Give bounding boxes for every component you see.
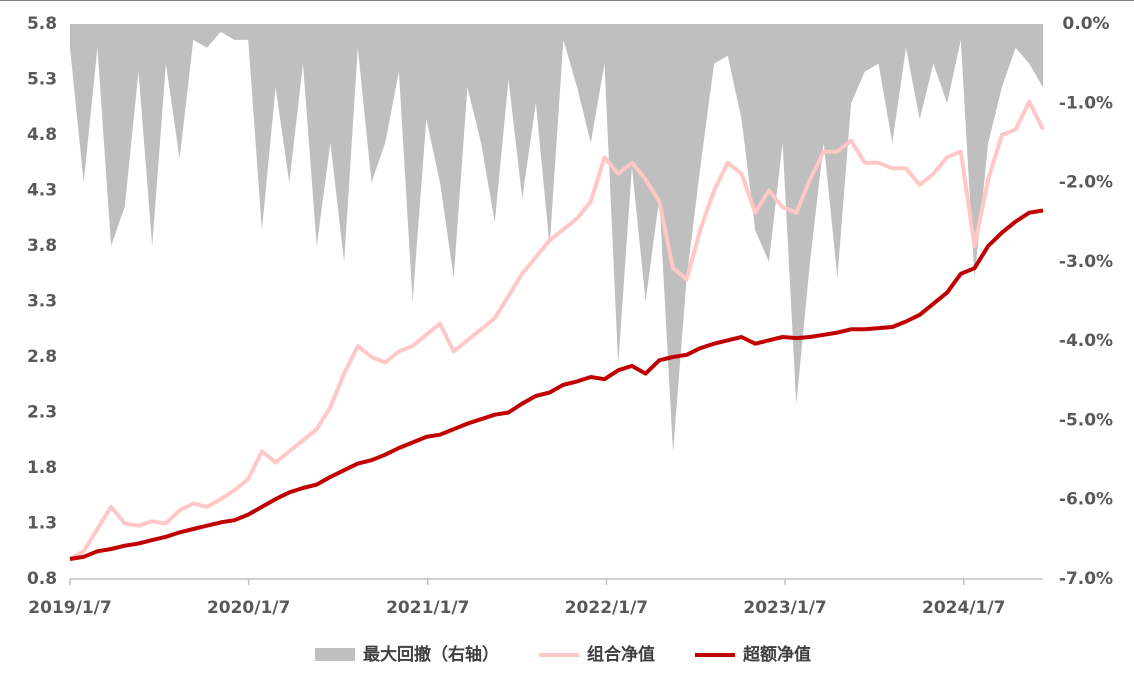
legend-swatch [315,648,355,661]
y-tick-label: 4.8 [27,125,57,145]
y2-tick-label: -3.0% [1059,252,1113,272]
x-tick-label: 2023/1/7 [743,598,826,618]
series-line [69,208,1044,561]
y-tick-label: 2.8 [27,347,57,367]
x-tick-label: 2020/1/7 [207,598,290,618]
y-tick-label: 0.8 [27,569,57,589]
y2-tick-label: -2.0% [1059,173,1113,193]
legend: 最大回撤（右轴） 组合净值 超额净值 [315,644,811,665]
y-tick-label: 2.3 [27,403,57,423]
x-tick-label: 2019/1/7 [28,598,111,618]
y2-tick-label: -6.0% [1059,490,1113,510]
y-tick-label: 1.8 [27,458,57,478]
x-tick-label: 2021/1/7 [386,598,469,618]
x-tick-label: 2022/1/7 [565,598,648,618]
y2-tick-label: 0.0% [1062,14,1109,34]
y2-tick-label: -1.0% [1059,93,1113,113]
y2-tick-label: -7.0% [1059,569,1113,589]
drawdown-area [70,24,1043,453]
y-tick-label: 3.3 [27,292,57,312]
y-tick-label: 5.3 [27,70,57,90]
legend-label: 组合净值 [587,644,655,665]
y-tick-label: 1.3 [27,514,57,534]
series-line [69,99,1045,561]
y2-tick-label: -5.0% [1059,410,1113,430]
y2-tick-label: -4.0% [1059,331,1113,351]
y-tick-label: 3.8 [27,236,57,256]
y-tick-label: 4.3 [27,181,57,201]
x-tick-label: 2024/1/7 [922,598,1005,618]
legend-label: 最大回撤（右轴） [363,644,499,665]
legend-label: 超额净值 [743,644,811,665]
y-tick-label: 5.8 [27,14,57,34]
